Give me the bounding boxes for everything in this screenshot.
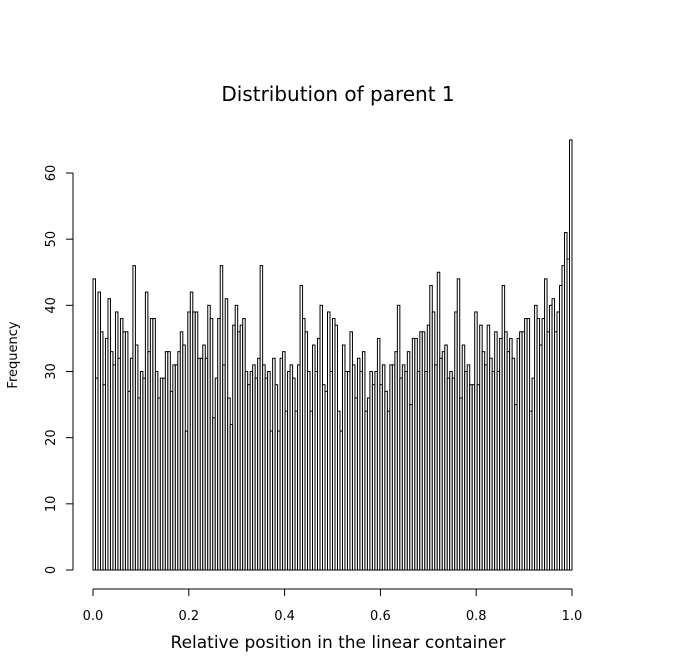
y-tick-label: 60 <box>44 165 59 182</box>
bars-group <box>92 139 573 571</box>
y-tick-label: 50 <box>44 231 59 248</box>
x-tick-label: 0.4 <box>274 609 295 624</box>
x-tick-label: 1.0 <box>562 609 583 624</box>
y-tick-label: 30 <box>44 363 59 380</box>
x-tick-label: 0.8 <box>466 609 487 624</box>
x-tick-label: 0.6 <box>370 609 391 624</box>
y-axis-ticks: 0 10 20 30 40 50 60 <box>44 165 73 574</box>
histogram-bar <box>569 139 573 571</box>
x-tick-label: 0.2 <box>178 609 199 624</box>
y-tick-label: 10 <box>44 496 59 513</box>
y-axis-title: Frequency <box>6 321 21 388</box>
chart-title: Distribution of parent 1 <box>221 82 454 106</box>
x-tick-label: 0.0 <box>83 609 104 624</box>
y-tick-label: 20 <box>44 429 59 446</box>
y-tick-label: 40 <box>44 297 59 314</box>
x-axis-title: Relative position in the linear containe… <box>171 633 506 653</box>
x-axis-ticks: 0.0 0.2 0.4 0.6 0.8 1.0 <box>83 589 583 624</box>
y-tick-label: 0 <box>44 566 59 574</box>
